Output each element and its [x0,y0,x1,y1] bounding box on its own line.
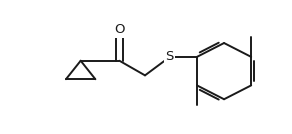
Text: S: S [166,50,174,63]
Text: O: O [114,23,125,36]
